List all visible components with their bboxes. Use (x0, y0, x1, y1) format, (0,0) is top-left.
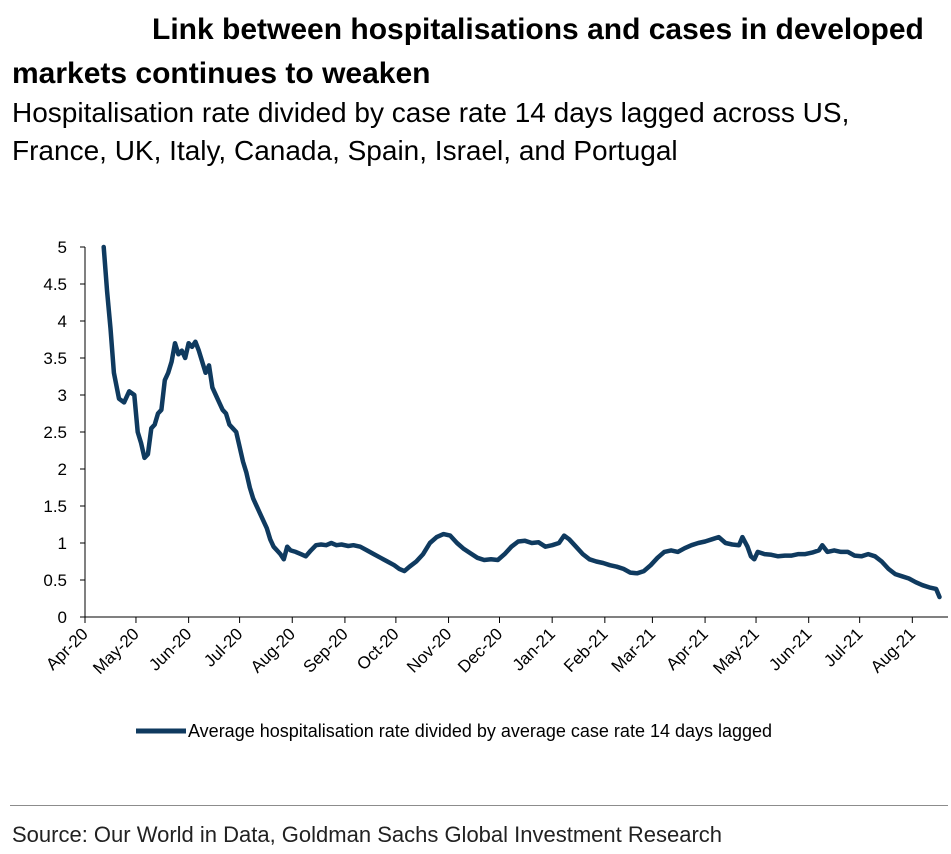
x-tick-label: Aug-21 (867, 624, 919, 676)
source-divider (10, 805, 948, 806)
x-tick-label: Aug-20 (247, 624, 299, 676)
y-tick-label: 2.5 (43, 423, 67, 442)
series-layer (101, 244, 942, 600)
series-line (101, 244, 942, 600)
y-tick-label: 1.5 (43, 497, 67, 516)
source-note: Source: Our World in Data, Goldman Sachs… (12, 822, 723, 847)
x-tick-label: Jun-20 (145, 624, 195, 674)
x-tick-label: Dec-20 (454, 624, 506, 676)
y-tick-label: 3 (58, 386, 67, 405)
y-tick-label: 4.5 (43, 275, 67, 294)
x-tick-label: Jan-21 (509, 624, 559, 674)
x-tick-label: Mar-21 (608, 624, 660, 676)
x-tick-label: Feb-21 (560, 624, 612, 676)
x-tick-label: Oct-20 (353, 624, 403, 674)
y-tick-label: 2 (58, 460, 67, 479)
x-tick-label: Jun-21 (765, 624, 815, 674)
x-tick-label: May-21 (709, 624, 763, 678)
legend-label: Average hospitalisation rate divided by … (188, 721, 772, 741)
x-tick-label: Jul-21 (820, 624, 866, 670)
x-tick-label: May-20 (89, 624, 143, 678)
x-tick-label: Sep-20 (300, 624, 352, 676)
y-tick-label: 3.5 (43, 349, 67, 368)
y-tick-label: 0 (58, 608, 67, 627)
chart-subtitle: Hospitalisation rate divided by case rat… (12, 97, 850, 166)
legend: Average hospitalisation rate divided by … (136, 721, 772, 741)
y-tick-label: 5 (58, 238, 67, 257)
x-tick-label: Nov-20 (403, 624, 455, 676)
x-tick-label: Jul-20 (200, 624, 246, 670)
y-axis: 0 0.5 1 1.5 2 2.5 3 3.5 4 4.5 5 (43, 238, 86, 627)
y-tick-label: 0.5 (43, 571, 67, 590)
y-tick-label: 1 (58, 534, 67, 553)
chart-title: Link between hospitalisations and cases … (12, 13, 924, 90)
x-tick-label: Apr-20 (42, 624, 92, 674)
x-tick-label: Apr-21 (662, 624, 712, 674)
y-tick-label: 4 (58, 312, 67, 331)
